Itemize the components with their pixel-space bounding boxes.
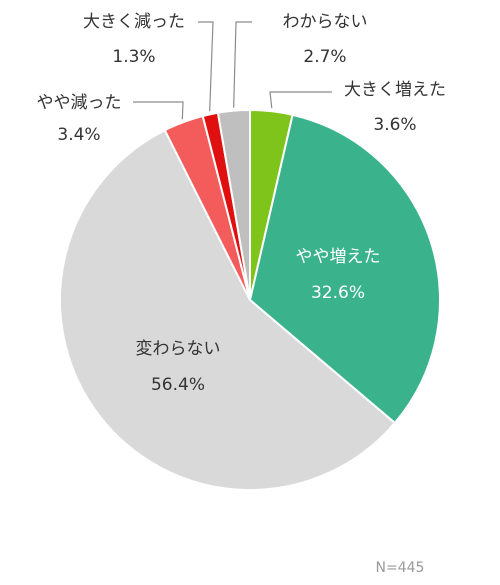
value-slight-increase: 32.6% bbox=[311, 283, 365, 303]
value-large-decrease: 1.3% bbox=[112, 47, 155, 67]
slice-unknown bbox=[216, 108, 251, 301]
label-large-decrease: 大きく減った bbox=[83, 12, 185, 32]
leader-slight-decrease bbox=[133, 101, 184, 120]
label-slight-decrease: やや減った bbox=[37, 93, 122, 113]
leader-unknown bbox=[233, 21, 252, 108]
leader-large-increase bbox=[269, 91, 332, 109]
label-large-increase: 大きく増えた bbox=[344, 80, 446, 100]
slice-no-change bbox=[59, 128, 397, 491]
value-unknown: 2.7% bbox=[303, 47, 346, 67]
value-no-change: 56.4% bbox=[151, 375, 205, 395]
label-unknown: わからない bbox=[283, 12, 368, 32]
value-large-increase: 3.6% bbox=[373, 115, 416, 135]
leader-large-decrease bbox=[198, 21, 214, 112]
leader-lines bbox=[133, 21, 332, 120]
sample-size-note: N=445 bbox=[376, 560, 425, 576]
label-slight-increase: やや増えた bbox=[296, 247, 381, 267]
slice-slight-increase bbox=[248, 113, 441, 425]
value-slight-decrease: 3.4% bbox=[57, 125, 100, 145]
label-no-change: 変わらない bbox=[136, 339, 221, 359]
pie-slices bbox=[59, 108, 441, 491]
